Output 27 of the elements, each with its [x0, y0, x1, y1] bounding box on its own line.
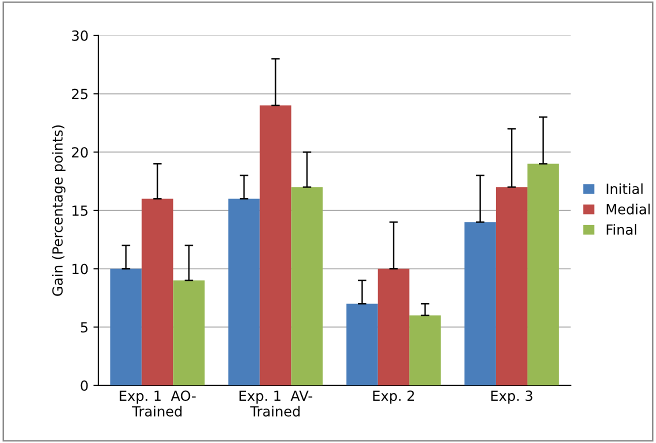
y-tick-label: 30	[72, 30, 88, 41]
bar	[260, 105, 292, 386]
x-tick-label: Exp. 2	[373, 390, 414, 404]
bar	[409, 315, 441, 386]
bar	[291, 187, 323, 386]
x-tick-label: Exp. 3	[491, 390, 532, 404]
bar	[464, 222, 496, 386]
y-axis-title: Gain (Percentage points)	[52, 125, 66, 296]
bar	[228, 198, 260, 386]
x-tick-label: Exp. 1 AO- Trained	[120, 390, 196, 417]
bar	[346, 304, 378, 386]
bar	[378, 268, 410, 386]
bar	[142, 198, 174, 386]
bar	[527, 164, 559, 386]
legend-label: Final	[606, 224, 636, 235]
bar	[496, 187, 528, 386]
y-tick-label: 0	[80, 380, 88, 391]
legend-label: Initial	[606, 183, 643, 194]
bar	[110, 268, 142, 386]
y-tick-label: 25	[72, 88, 88, 100]
y-tick-label: 10	[72, 264, 88, 274]
y-tick-label: 5	[80, 322, 88, 333]
x-tick-label: Exp. 1 AV- Trained	[240, 390, 312, 417]
bar	[173, 280, 205, 386]
y-tick-label: 20	[72, 147, 88, 158]
y-tick-label: 15	[72, 206, 88, 216]
legend-label: Medial	[606, 204, 650, 214]
